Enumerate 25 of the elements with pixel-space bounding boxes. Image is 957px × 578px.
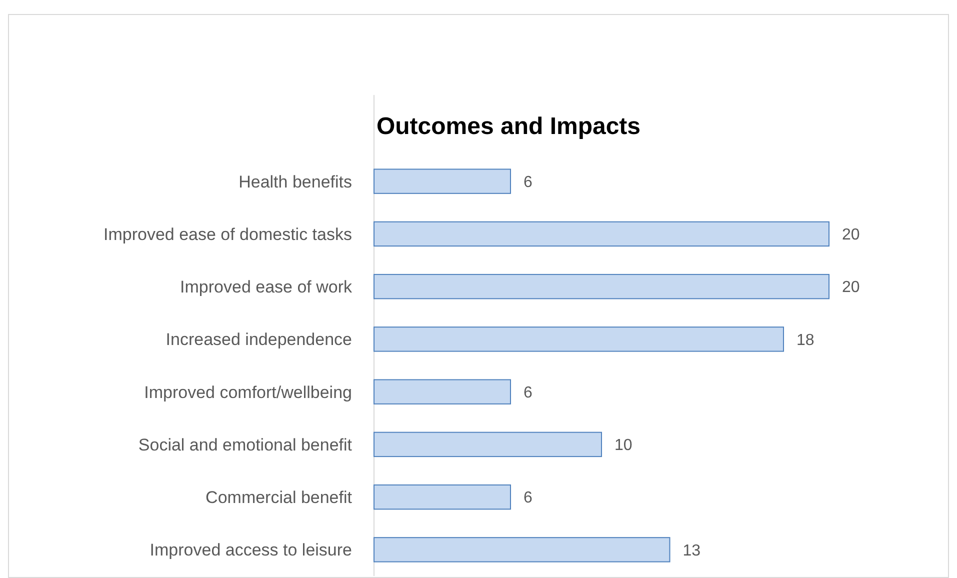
data-label: 13 bbox=[682, 542, 701, 560]
data-label: 18 bbox=[796, 332, 814, 349]
data-label: 20 bbox=[842, 226, 860, 244]
y-tick-label: Improved access to leisure bbox=[150, 540, 352, 560]
bar bbox=[374, 484, 511, 510]
bar bbox=[374, 379, 511, 404]
y-tick-label: Improved ease of domestic tasks bbox=[103, 224, 352, 244]
data-label: 6 bbox=[524, 384, 532, 402]
bar bbox=[374, 326, 784, 352]
y-tick-label: Improved comfort/wellbeing bbox=[144, 382, 352, 402]
y-tick-label: Health benefits bbox=[238, 172, 352, 192]
y-tick-label: Increased independence bbox=[166, 330, 352, 350]
data-label: 10 bbox=[614, 437, 632, 454]
bar bbox=[374, 274, 830, 300]
y-tick-label: Social and emotional benefit bbox=[138, 435, 352, 454]
bar bbox=[374, 168, 511, 194]
data-label: 6 bbox=[524, 174, 532, 191]
y-tick-label: Commercial benefit bbox=[206, 488, 352, 508]
data-label: 6 bbox=[524, 490, 532, 507]
chart-title: Outcomes and Impacts bbox=[376, 113, 641, 140]
y-tick-label: Improved ease of work bbox=[180, 278, 352, 297]
bar bbox=[374, 221, 830, 247]
bar bbox=[374, 432, 602, 458]
data-label: 20 bbox=[842, 279, 860, 296]
bar bbox=[374, 537, 670, 562]
